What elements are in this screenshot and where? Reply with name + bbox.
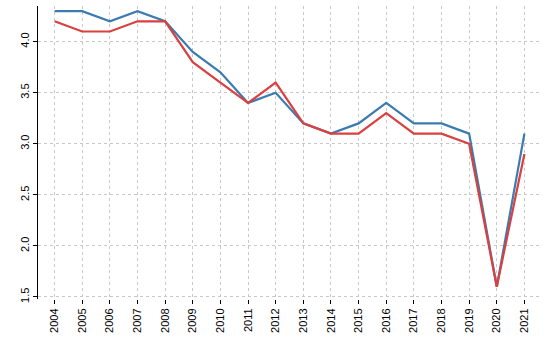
svg-text:2005: 2005 [76,308,88,332]
svg-text:2004: 2004 [48,308,60,332]
svg-text:2021: 2021 [518,308,530,332]
svg-text:2007: 2007 [131,308,143,332]
svg-text:2.5: 2.5 [19,186,31,201]
svg-text:2013: 2013 [297,308,309,332]
svg-text:2.0: 2.0 [19,237,31,252]
svg-text:2017: 2017 [407,308,419,332]
svg-text:2011: 2011 [242,308,254,332]
svg-text:2018: 2018 [435,308,447,332]
svg-text:4.0: 4.0 [19,32,31,47]
svg-text:2009: 2009 [186,308,198,332]
svg-text:3.5: 3.5 [19,83,31,98]
svg-text:2016: 2016 [380,308,392,332]
svg-text:2014: 2014 [325,308,337,332]
svg-text:3.0: 3.0 [19,135,31,150]
svg-text:2008: 2008 [159,308,171,332]
svg-text:2006: 2006 [103,308,115,332]
svg-text:2020: 2020 [490,308,502,332]
svg-text:2019: 2019 [463,308,475,332]
svg-text:1.5: 1.5 [19,288,31,303]
svg-text:2015: 2015 [352,308,364,332]
svg-text:2012: 2012 [269,308,281,332]
svg-text:2010: 2010 [214,308,226,332]
